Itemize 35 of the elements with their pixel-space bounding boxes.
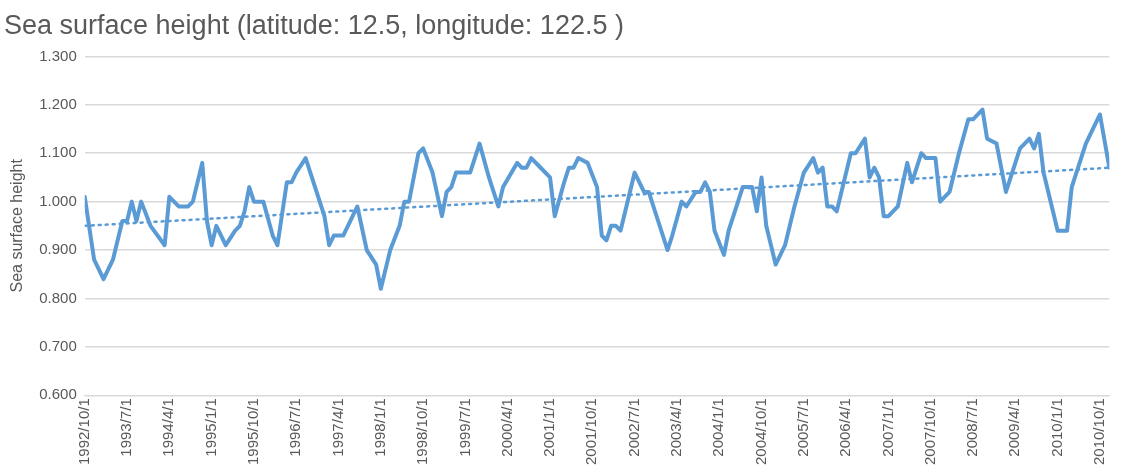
x-tick-label: 2002/7/1 (624, 398, 642, 457)
chart-title: Sea surface height (latitude: 12.5, longitude: 122.5 ) (4, 9, 624, 40)
y-axis-title: Sea surface height (8, 158, 26, 293)
x-tick-label: 1998/10/1 (413, 398, 431, 465)
x-tick-label: 2008/7/1 (963, 398, 981, 457)
y-tick-label: 1.300 (39, 46, 77, 64)
y-tick-label: 0.800 (39, 288, 77, 306)
x-tick-label: 2003/4/1 (667, 398, 685, 457)
y-tick-label: 0.600 (39, 385, 77, 403)
x-tick-label: 2010/10/1 (1090, 398, 1108, 465)
x-tick-label: 2009/4/1 (1005, 398, 1023, 457)
x-tick-label: 2007/1/1 (878, 398, 896, 457)
x-tick-label: 1997/4/1 (328, 398, 346, 457)
x-tick-label: 2001/1/1 (540, 398, 558, 457)
x-tick-label: 2010/1/1 (1047, 398, 1065, 457)
y-tick-label: 1.100 (39, 143, 77, 161)
x-tick-label: 1995/1/1 (201, 398, 219, 457)
x-tick-label: 1996/7/1 (286, 398, 304, 457)
x-tick-label: 2007/10/1 (920, 398, 938, 465)
x-tick-label: 2005/7/1 (793, 398, 811, 457)
x-tick-label: 2001/10/1 (582, 398, 600, 465)
x-tick-label: 1995/10/1 (244, 398, 262, 465)
y-tick-label: 0.900 (39, 240, 77, 258)
x-tick-label: 2004/10/1 (751, 398, 769, 465)
x-tick-label: 1993/7/1 (117, 398, 135, 457)
y-tick-label: 1.000 (39, 191, 77, 209)
x-tick-label: 1999/7/1 (455, 398, 473, 457)
x-tick-label: 1992/10/1 (74, 398, 92, 465)
x-tick-label: 2004/1/1 (709, 398, 727, 457)
x-tick-label: 1998/1/1 (370, 398, 388, 457)
y-tick-label: 0.700 (39, 337, 77, 354)
x-tick-label: 2006/4/1 (836, 398, 854, 457)
y-tick-label: 1.200 (39, 94, 77, 112)
x-tick-label: 2000/4/1 (497, 398, 515, 457)
x-tick-label: 1994/4/1 (159, 398, 177, 457)
